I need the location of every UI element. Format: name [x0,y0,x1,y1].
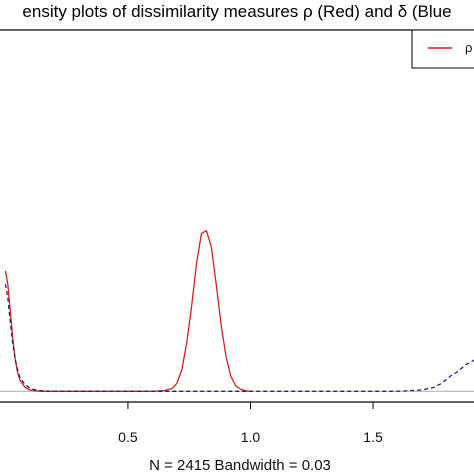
density-line-red-solid [4,230,251,392]
series-layer [4,230,474,392]
x-tick-label: 1.0 [241,429,261,445]
x-tick-label: 0.5 [118,429,138,445]
x-axis-label: N = 2415 Bandwidth = 0.03 [149,457,331,474]
legend-label: ρ [465,40,472,55]
plot-frame [0,29,474,403]
x-tick-label: 1.5 [363,429,383,445]
legend-box [411,29,474,69]
legend: ρ [411,29,474,69]
density-line-blue-dashed [4,284,474,392]
chart-title: ensity plots of dissimilarity measures ρ… [22,2,451,21]
x-axis: 0.5 1.0 1.5 [118,402,383,445]
